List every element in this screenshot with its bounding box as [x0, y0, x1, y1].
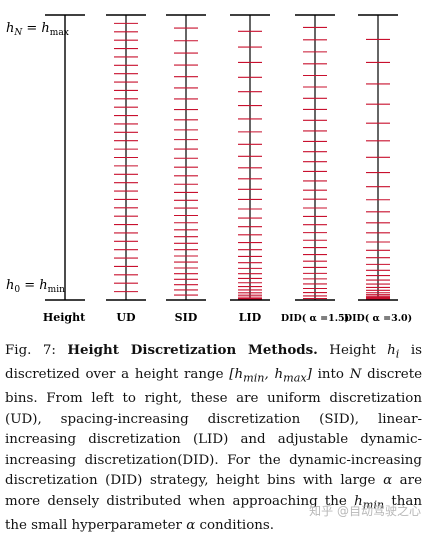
caption-text: conditions. — [195, 518, 275, 534]
column-did-1.5: DID( α =1.5) — [281, 14, 349, 324]
column-ud: UD — [106, 14, 146, 324]
height-axis-label: Height — [43, 311, 86, 324]
column-label: LID — [239, 311, 262, 324]
caption-title: Height Discretization Methods. — [67, 342, 318, 358]
caption-text: into — [311, 367, 350, 383]
column-label: SID — [175, 311, 198, 324]
caption-math: [hmin, hmax] — [229, 367, 312, 385]
top-height-label: hN = hmax — [6, 21, 69, 38]
caption-math: α — [383, 473, 393, 489]
caption-fig-number: Fig. 7: — [5, 343, 68, 358]
height-axis — [45, 14, 85, 301]
caption-text: is discretized over a height range — [5, 343, 422, 383]
discretization-columns: UD SID LID DID( α =1.5)DID( α =3.0) — [106, 14, 412, 324]
column-sid: SID — [166, 14, 206, 324]
caption-math: α — [186, 518, 196, 534]
caption-math: hmin — [354, 493, 385, 512]
caption-math: hi — [387, 343, 400, 361]
bottom-height-label: h0 = hmin — [6, 278, 65, 295]
figure-svg: hN = hmax h0 = hmin Height UD SID LID DID( … — [6, 14, 412, 324]
column-lid: LID — [230, 14, 270, 324]
column-label: UD — [116, 311, 136, 324]
caption-text: discrete bins. From left to right, these… — [5, 367, 422, 489]
column-label: DID( α =3.0) — [344, 313, 412, 324]
caption-text: Height — [317, 343, 388, 358]
watermark: 知乎 @自动驾驶之心 — [309, 504, 421, 518]
column-did-3.0: DID( α =3.0) — [344, 14, 412, 324]
caption-text: are more densely distributed when approa… — [5, 473, 422, 509]
caption-math: N — [349, 367, 362, 383]
column-label: DID( α =1.5) — [281, 313, 349, 324]
